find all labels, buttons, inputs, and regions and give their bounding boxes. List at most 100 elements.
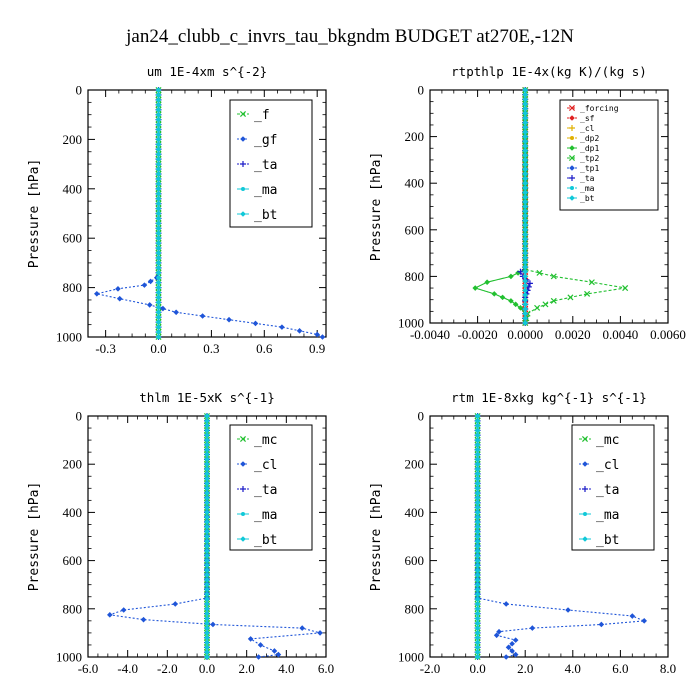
legend-item: _ta — [579, 483, 619, 498]
data-point — [474, 630, 481, 636]
data-point — [241, 187, 245, 191]
data-point — [474, 504, 481, 511]
data-point — [204, 639, 210, 646]
data-point — [155, 106, 162, 113]
y-tick-label: 0 — [76, 409, 83, 424]
data-point — [522, 306, 528, 312]
data-point — [503, 601, 509, 607]
y-axis-label: Pressure [hPa] — [369, 482, 384, 592]
data-point — [240, 211, 246, 217]
data-point — [582, 536, 588, 542]
data-point — [474, 528, 481, 535]
data-point — [204, 524, 210, 530]
data-point — [493, 632, 500, 639]
x-tick-label: 0.9 — [309, 341, 325, 356]
data-point — [204, 422, 210, 429]
data-point — [474, 644, 481, 651]
data-point — [522, 282, 528, 289]
data-point — [199, 313, 206, 319]
data-point — [474, 509, 481, 516]
legend-item: _ma — [237, 508, 277, 523]
data-point — [155, 181, 162, 187]
data-point — [252, 320, 259, 327]
series-dp1 — [472, 87, 528, 326]
data-point — [522, 320, 528, 326]
legend-label: _cl — [580, 124, 595, 133]
data-point — [204, 509, 210, 516]
x-tick-label: 0.0000 — [507, 327, 543, 342]
data-point — [522, 161, 528, 168]
data-point — [155, 210, 162, 217]
x-tick-label: -2.0 — [157, 661, 178, 676]
data-point — [474, 634, 481, 641]
legend-label: _bt — [254, 533, 277, 548]
legend-label: _cl — [254, 458, 277, 473]
y-tick-label: 600 — [63, 553, 83, 568]
panel-4: rtm 1E-8xkg kg^{-1} s^{-1} Pressure [hPa]… — [369, 390, 676, 676]
legend-item: _cl — [579, 458, 619, 473]
data-point — [204, 557, 210, 564]
data-point — [474, 514, 481, 521]
data-point — [522, 147, 528, 154]
data-point — [522, 287, 528, 294]
data-point — [536, 269, 543, 276]
data-point — [204, 442, 210, 448]
y-tick-label: 800 — [63, 280, 83, 295]
x-tick-label: 0.6 — [256, 341, 273, 356]
legend: _mc _cl _ta _ma _bt — [571, 424, 655, 551]
data-point — [522, 143, 528, 149]
legend-item: _bt — [237, 533, 277, 548]
legend: _forcing_sf_cl_dp2_dp1_tp2_tp1_ta_ma_bt — [559, 99, 659, 211]
data-point — [240, 161, 246, 167]
data-point — [474, 615, 481, 622]
data-point — [569, 165, 575, 171]
series-line — [473, 90, 526, 323]
y-tick-label: 200 — [63, 457, 83, 472]
x-tick-label: -0.0020 — [458, 327, 498, 342]
y-tick-label: 400 — [63, 505, 83, 520]
data-point — [204, 649, 210, 655]
legend-item: _dp1 — [567, 144, 599, 153]
data-point — [155, 274, 162, 281]
data-point — [474, 524, 481, 530]
data-point — [522, 245, 528, 252]
data-point — [474, 495, 481, 501]
data-point — [204, 485, 210, 492]
legend-label: _bt — [254, 208, 277, 223]
legend-label: _bt — [580, 194, 595, 203]
data-point — [522, 250, 528, 256]
panel-2: rtpthlp 1E-4x(kg K)/(kg s) Pressure [hPa]… — [369, 64, 686, 342]
legend-item: _tp1 — [567, 164, 599, 173]
data-point — [522, 268, 528, 275]
legend-label: _dp2 — [580, 134, 599, 143]
data-point — [570, 186, 574, 190]
data-point — [499, 294, 506, 301]
x-tick-label: -4.0 — [117, 661, 138, 676]
data-point — [155, 102, 162, 108]
data-point — [474, 471, 481, 477]
data-point — [155, 255, 162, 261]
legend-label: _tp1 — [580, 164, 599, 173]
data-point — [155, 279, 162, 286]
data-point — [472, 285, 479, 291]
data-point — [204, 581, 210, 588]
data-point — [155, 304, 162, 311]
data-point — [474, 427, 481, 434]
data-point — [146, 302, 153, 308]
data-point — [522, 87, 528, 93]
data-point — [204, 519, 210, 525]
data-point — [522, 296, 528, 303]
data-point — [155, 235, 162, 241]
data-point — [474, 610, 481, 617]
panel-title: um 1E-4xm s^{-2} — [147, 64, 267, 79]
data-point — [598, 621, 605, 628]
data-point — [474, 620, 481, 627]
data-point — [583, 512, 587, 516]
data-point — [173, 309, 179, 316]
data-point — [314, 331, 320, 338]
data-point — [204, 620, 210, 627]
data-point — [522, 124, 528, 131]
data-point — [474, 606, 481, 612]
x-tick-label: -6.0 — [78, 661, 99, 676]
